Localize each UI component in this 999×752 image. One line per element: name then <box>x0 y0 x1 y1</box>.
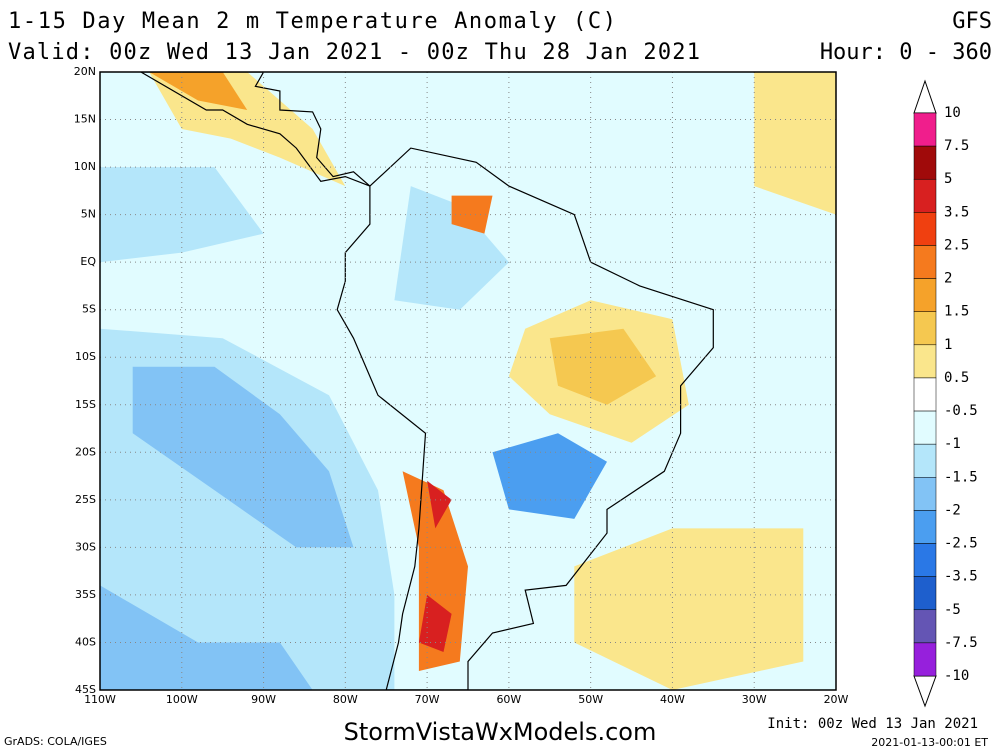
coastline <box>336 147 714 690</box>
colorbar-box <box>913 278 937 312</box>
colorbar-box <box>913 576 937 611</box>
colorbar-label: 1 <box>944 337 952 353</box>
colorbar-box <box>913 642 937 677</box>
lon-label: 70W <box>415 693 440 706</box>
lon-label: 110W <box>84 693 116 706</box>
lat-label: 45S <box>75 683 96 696</box>
lat-label: EQ <box>80 255 96 268</box>
colorbar: 10 7.5 5 3.5 2.5 2 1.5 1 0.5 -0.5 -1 -1.5 -2 -2.5 -3.5… <box>913 79 978 708</box>
colorbar-box <box>913 377 937 412</box>
lon-label: 60W <box>496 693 521 706</box>
colorbar-box <box>913 145 937 180</box>
colorbar-label: -2.5 <box>944 536 978 552</box>
model: GFS <box>952 9 992 34</box>
colorbar-label: 3.5 <box>944 204 969 220</box>
warm-anomaly <box>427 480 452 529</box>
colorbar-label: 2.5 <box>944 237 969 253</box>
colorbar-label: 0.5 <box>944 370 969 386</box>
colorbar-label: -7.5 <box>944 635 978 651</box>
map-frame <box>99 71 837 691</box>
lat-label: 15N <box>74 113 96 126</box>
cool-anomaly <box>492 433 607 519</box>
cool-anomaly <box>394 186 509 310</box>
lon-label: 30W <box>742 693 767 706</box>
lat-label: 10N <box>74 160 96 173</box>
colorbar-box <box>913 178 937 213</box>
map: 20N15N10N5NEQ5S10S15S20S25S30S35S40S45S1… <box>74 65 849 706</box>
colorbar-label: -3.5 <box>944 569 978 585</box>
map-field <box>100 72 836 690</box>
lon-label: 40W <box>660 693 685 706</box>
lat-label: 20S <box>75 445 96 458</box>
colorbar-label: 7.5 <box>944 138 969 154</box>
grads-credit: GrADS: COLA/IGES <box>4 735 107 748</box>
lat-label: 40S <box>75 635 96 648</box>
lon-label: 50W <box>578 693 603 706</box>
title: 1-15 Day Mean 2 m Temperature Anomaly (C… <box>8 9 616 34</box>
colorbar-label: -10 <box>944 668 969 684</box>
lon-label: 90W <box>251 693 276 706</box>
colorbar-label: 5 <box>944 171 952 187</box>
lat-label: 5N <box>81 208 96 221</box>
warm-anomaly <box>549 328 657 405</box>
cool-anomaly <box>100 585 313 690</box>
colorbar-box <box>913 510 937 544</box>
lon-label: 20W <box>824 693 849 706</box>
cool-anomaly <box>100 167 264 263</box>
colorbar-label: -5 <box>944 602 961 618</box>
lon-label: 100W <box>166 693 198 706</box>
colorbar-label: -1.5 <box>944 469 978 485</box>
lat-label: 10S <box>75 350 96 363</box>
lat-label: 15S <box>75 398 96 411</box>
lon-label: 80W <box>333 693 358 706</box>
hour-range: Hour: 0 - 360 <box>820 40 992 65</box>
lat-label: 35S <box>75 588 96 601</box>
warm-anomaly <box>149 72 248 110</box>
warm-anomaly <box>574 528 804 690</box>
colorbar-box <box>913 112 937 147</box>
colorbar-box <box>913 344 937 379</box>
colorbar-box <box>913 609 937 644</box>
colorbar-over <box>913 79 937 114</box>
valid-time: Valid: 00z Wed 13 Jan 2021 - 00z Thu 28 … <box>8 40 700 65</box>
colorbar-label: -2 <box>944 502 961 518</box>
colorbar-box <box>913 212 937 246</box>
lat-label: 5S <box>82 303 96 316</box>
warm-anomaly <box>451 195 493 234</box>
init-time: Init: 00z Wed 13 Jan 2021 <box>767 716 978 732</box>
timestamp: 2021-01-13-00:01 ET <box>871 736 988 749</box>
colorbar-label: -0.5 <box>944 403 978 419</box>
colorbar-box <box>913 477 937 511</box>
coastline <box>139 72 371 187</box>
lat-label: 25S <box>75 493 96 506</box>
colorbar-label: 10 <box>944 105 961 121</box>
warm-anomaly <box>754 72 836 215</box>
colorbar-under <box>913 675 937 708</box>
warm-anomaly <box>149 72 346 187</box>
lat-label: 30S <box>75 540 96 553</box>
site: StormVistaWxModels.com <box>344 718 657 746</box>
colorbar-box <box>913 543 937 577</box>
colorbar-label: -1 <box>944 436 961 452</box>
colorbar-label: 2 <box>944 271 952 287</box>
colorbar-label: 1.5 <box>944 304 969 320</box>
colorbar-box <box>913 245 937 279</box>
colorbar-box <box>913 410 937 445</box>
lat-label: 20N <box>74 65 96 78</box>
colorbar-box <box>913 443 937 478</box>
colorbar-box <box>913 311 937 346</box>
cool-anomaly <box>132 366 354 548</box>
